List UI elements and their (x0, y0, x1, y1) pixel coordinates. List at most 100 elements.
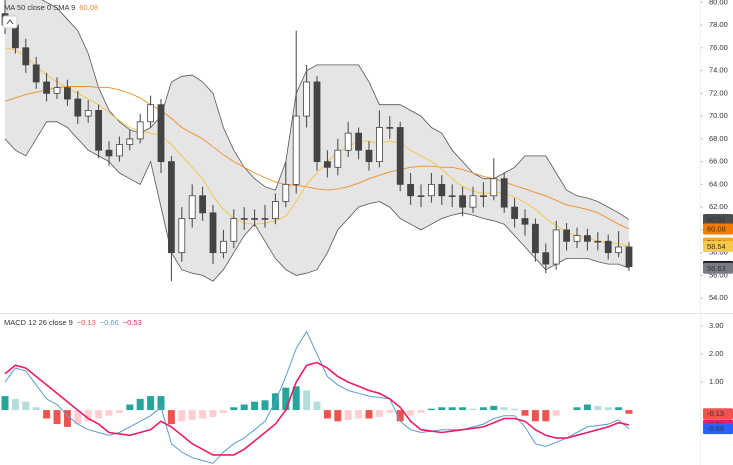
histogram-bar (209, 410, 217, 418)
collapse-button[interactable] (2, 15, 18, 29)
y-tick-label: 3.00 (709, 321, 724, 330)
candle-body (594, 240, 602, 243)
histogram-bar (11, 398, 19, 411)
candle-body (563, 229, 570, 242)
legend: MA 50 close 0 SMA 9 60.08 (4, 3, 98, 12)
histogram-bar (188, 410, 196, 420)
candle-body (532, 223, 539, 254)
candle-body (251, 218, 259, 220)
histogram-bar (355, 410, 363, 419)
price-badge (703, 262, 733, 274)
candle-body (105, 149, 113, 157)
histogram-bar (126, 404, 134, 411)
candle-body (74, 98, 82, 117)
histogram-bar (500, 407, 508, 411)
candle-body (136, 121, 144, 140)
histogram-bar (459, 407, 467, 411)
price-badge-label: 60.08 (707, 224, 726, 233)
histogram-bar (542, 410, 550, 422)
histogram-bar (240, 404, 248, 411)
candle-body (344, 132, 352, 151)
histogram-bar (375, 410, 383, 418)
histogram-bar (365, 410, 373, 419)
histogram-bar (407, 410, 415, 416)
moving-average (4, 86, 630, 230)
histogram-bar (583, 404, 591, 411)
price-badge-label: 58.54 (707, 242, 726, 251)
candle-body (438, 183, 446, 197)
candle-body (230, 218, 238, 242)
candle-body (157, 104, 165, 163)
candle-body (22, 47, 30, 66)
candle-body (167, 161, 175, 254)
candle-body (396, 127, 404, 185)
candle-body (188, 195, 196, 219)
candle-body (126, 138, 134, 145)
candle-body (584, 235, 591, 242)
price-badge (703, 241, 733, 253)
histogram-bar (230, 407, 238, 411)
candle-body (323, 161, 331, 168)
y-tick-label: 72.00 (709, 88, 728, 97)
candle-body (448, 195, 456, 197)
histogram-bar (448, 407, 456, 411)
histogram-bar (511, 408, 519, 411)
y-tick-label: 80.00 (709, 0, 728, 6)
candle-body (490, 178, 498, 197)
signal-line (4, 361, 630, 456)
legend-value: −0.13 (77, 318, 96, 327)
histogram-bar (292, 386, 300, 411)
legend-title: MA 50 close 0 SMA 9 (4, 3, 75, 12)
candle-body (604, 240, 612, 254)
candle-body (95, 110, 102, 151)
candle-body (240, 218, 248, 220)
price-badge-label: 60.91 (707, 215, 726, 224)
histogram-bar (115, 410, 123, 413)
histogram-bar (147, 396, 155, 411)
price-badge-label: 56.63 (707, 264, 726, 273)
candle-body (303, 81, 311, 117)
candle-body (511, 206, 519, 219)
candle-body (386, 127, 394, 129)
histogram-bar (178, 410, 186, 422)
histogram-bar (427, 408, 435, 411)
histogram-bar (552, 410, 560, 416)
candle-body (84, 110, 92, 117)
y-tick-label: 66.00 (709, 157, 728, 166)
histogram-bar (531, 410, 539, 422)
candle-body (199, 195, 207, 214)
candle-body (521, 218, 529, 225)
candle-body (552, 229, 560, 265)
candle-body (365, 149, 373, 163)
candle-body (417, 195, 425, 197)
candle-body (282, 183, 290, 202)
histogram-bar (74, 410, 82, 425)
candle-body (313, 81, 321, 163)
histogram-bar (53, 410, 61, 425)
y-tick-label: 76.00 (709, 43, 728, 52)
histogram-bar (490, 405, 498, 411)
candle-body (500, 178, 508, 208)
histogram-bar (157, 396, 165, 411)
histogram-bar (396, 410, 404, 422)
histogram-bar (438, 407, 446, 411)
histogram-bar (521, 410, 529, 416)
y-tick-label: 68.00 (709, 134, 728, 143)
histogram-bar (22, 401, 30, 411)
histogram-bar (1, 396, 9, 411)
histogram-bar (199, 410, 207, 419)
candle-body (292, 115, 300, 185)
histogram-bar (417, 410, 425, 413)
y-tick-label: 64.00 (709, 179, 728, 188)
candle-body (147, 104, 155, 123)
histogram-bar (167, 410, 175, 425)
candle-body (219, 240, 227, 254)
macd-line (4, 330, 630, 464)
candle-body (469, 195, 477, 208)
histogram-bar (32, 407, 40, 411)
price-badge (703, 223, 733, 235)
histogram-bar (84, 410, 92, 422)
y-tick-label: 70.00 (709, 111, 728, 120)
histogram-bar (261, 400, 269, 411)
candle-body (32, 64, 40, 83)
